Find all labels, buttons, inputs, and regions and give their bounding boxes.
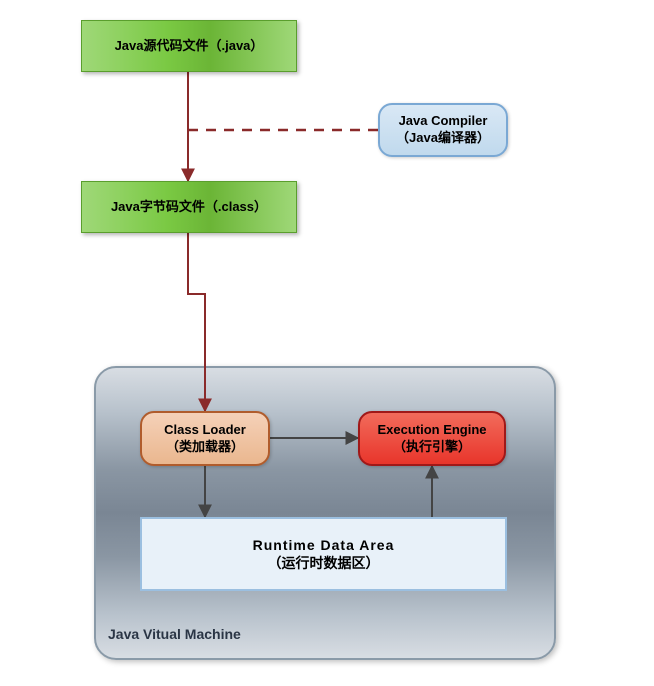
jvm-container-label: Java Vitual Machine	[108, 626, 241, 642]
node-java-compiler: Java Compiler （Java编译器）	[378, 103, 508, 157]
node-runtime-data-label1: Runtime Data Area	[253, 536, 395, 554]
node-java-compiler-label1: Java Compiler	[399, 113, 488, 130]
node-class-loader-label2: （类加载器）	[166, 439, 244, 456]
node-java-compiler-label2: （Java编译器）	[396, 130, 490, 147]
node-runtime-data-area: Runtime Data Area （运行时数据区）	[140, 517, 507, 591]
node-runtime-data-label2: （运行时数据区）	[268, 554, 380, 572]
node-execution-engine: Execution Engine （执行引擎）	[358, 411, 506, 466]
node-java-source: Java源代码文件（.java）	[81, 20, 297, 72]
node-java-source-label: Java源代码文件（.java）	[115, 38, 264, 55]
node-execution-engine-label2: （执行引擎）	[393, 439, 471, 456]
node-class-loader-label1: Class Loader	[164, 422, 246, 439]
node-java-class-label: Java字节码文件（.class）	[111, 199, 267, 216]
node-java-class: Java字节码文件（.class）	[81, 181, 297, 233]
node-class-loader: Class Loader （类加载器）	[140, 411, 270, 466]
node-execution-engine-label1: Execution Engine	[377, 422, 486, 439]
